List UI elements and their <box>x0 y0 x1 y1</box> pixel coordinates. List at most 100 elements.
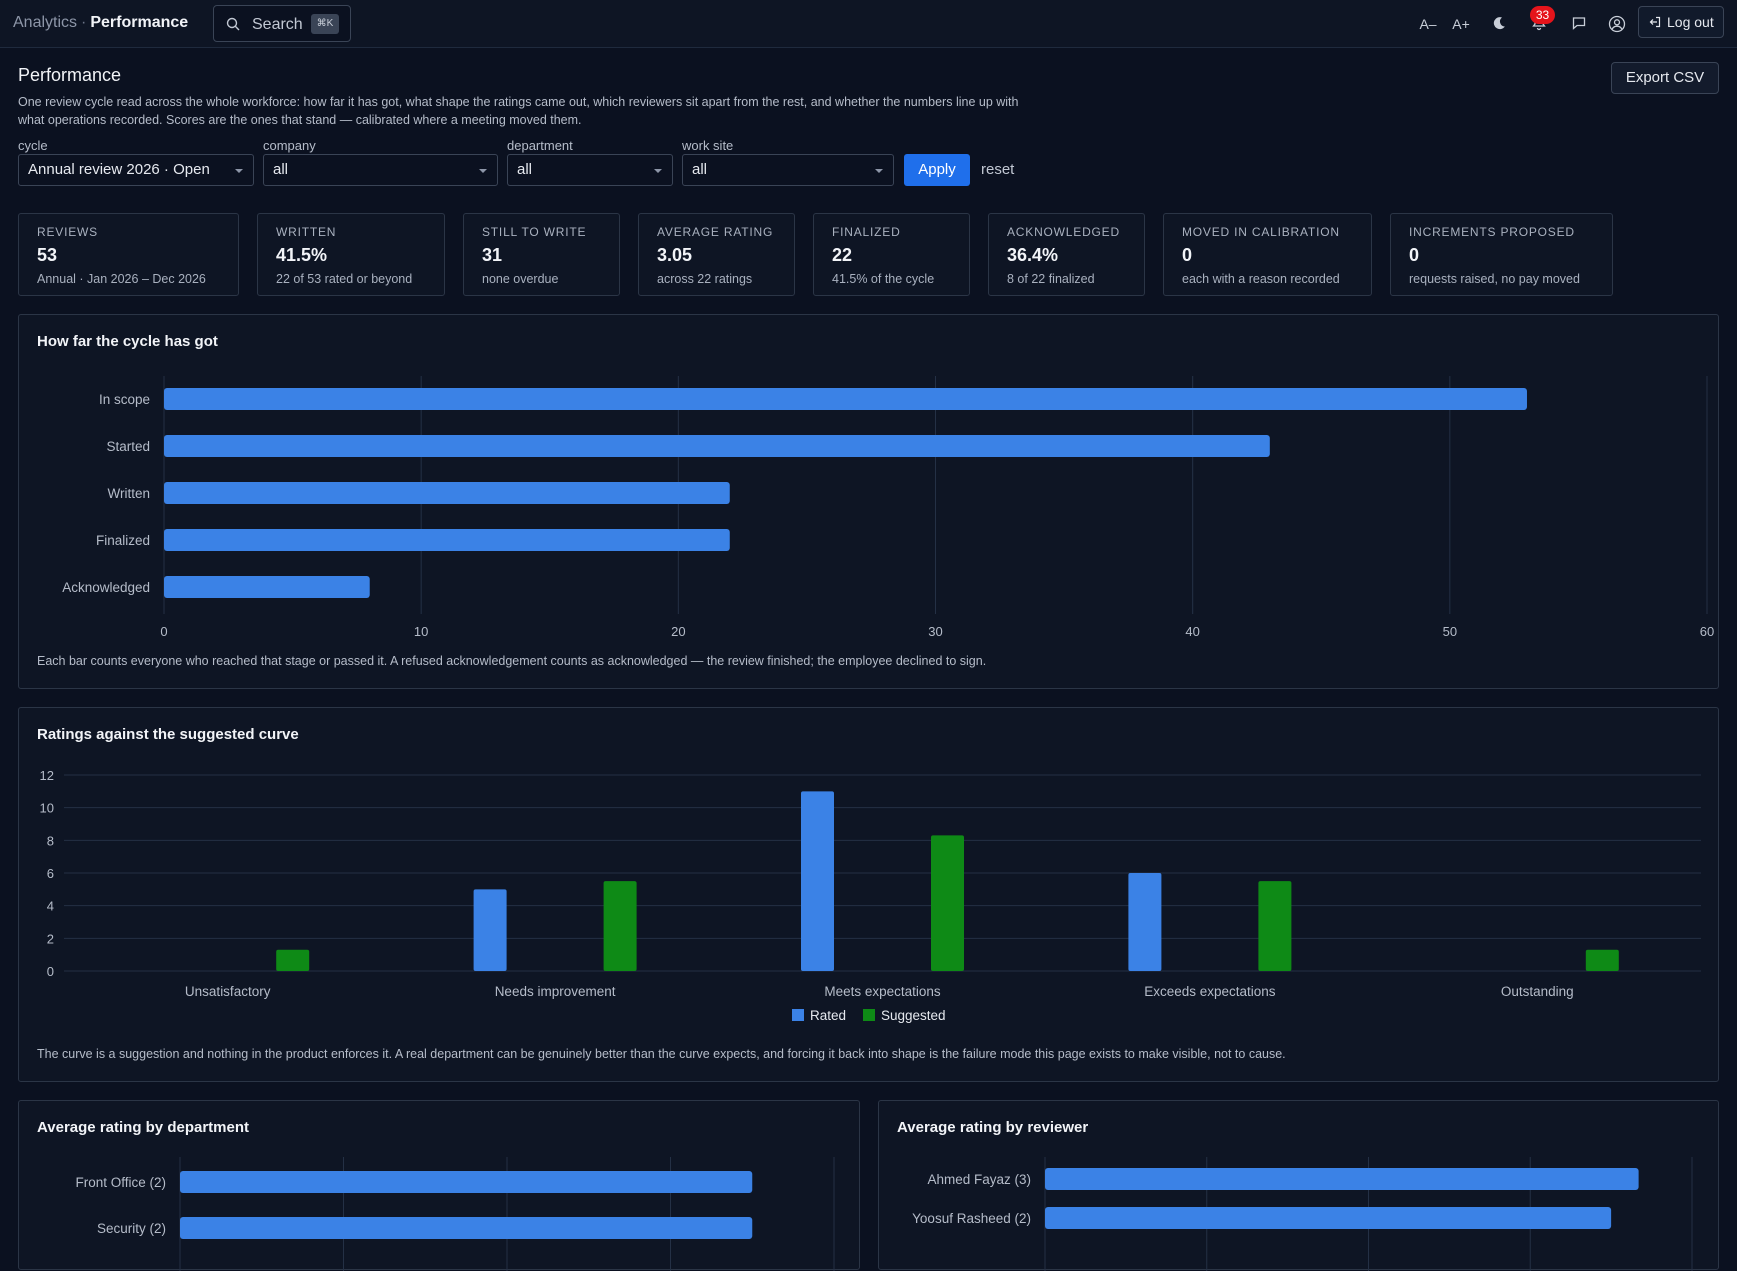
chevron-down-icon <box>875 169 883 173</box>
moon-icon <box>1493 17 1505 30</box>
bar <box>473 889 507 971</box>
kpi-subtext: 22 of 53 rated or beyond <box>276 272 413 286</box>
x-tick-label: 10 <box>414 624 428 639</box>
bar <box>801 791 834 971</box>
export-csv-button[interactable]: Export CSV <box>1611 62 1719 94</box>
panel-title: Ratings against the suggested curve <box>37 726 299 743</box>
bar <box>1585 949 1619 971</box>
font-smaller-button[interactable]: A– <box>1419 16 1437 32</box>
search-label: Search <box>252 16 303 33</box>
worksite-select[interactable]: all <box>682 154 894 186</box>
ratings-curve-chart: 0 2 4 6 8 10 12 Unsatisfactory Needs improvement… <box>40 768 1701 1023</box>
panel-note: Each bar counts everyone who reached tha… <box>37 654 987 668</box>
apply-button[interactable]: Apply <box>904 154 970 186</box>
kpi-title: WRITTEN <box>276 225 337 239</box>
breadcrumb: Analytics · Performance <box>13 14 188 32</box>
cycle-progress-chart: 0 10 20 30 40 50 60 In scope Started Written Final… <box>62 376 1714 639</box>
x-category-label: Meets expectations <box>824 984 941 999</box>
kpi-card-increments-proposed: INCREMENTS PROPOSED 0 requests raised, n… <box>1390 213 1613 296</box>
bar <box>180 1171 753 1193</box>
font-larger-button[interactable]: A+ <box>1452 16 1470 32</box>
cycle-progress-panel: How far the cycle has got 0 10 20 30 40 50 60 I… <box>18 314 1719 689</box>
panel-title: How far the cycle has got <box>37 333 218 350</box>
breadcrumb-analytics[interactable]: Analytics <box>13 14 78 31</box>
chevron-down-icon <box>235 169 243 173</box>
kpi-subtext: 41.5% of the cycle <box>832 272 935 286</box>
department-select-value: all <box>517 161 533 178</box>
y-tick-label: 0 <box>47 964 54 979</box>
kpi-title: AVERAGE RATING <box>657 225 774 239</box>
bar <box>1045 1207 1612 1229</box>
kpi-subtext: none overdue <box>482 272 559 286</box>
y-tick-label: 6 <box>47 866 54 881</box>
cycle-select-value: Annual review 2026 · Open <box>28 161 210 178</box>
kpi-value: 0 <box>1409 245 1420 265</box>
y-category-label: Written <box>107 486 150 501</box>
bar <box>276 949 310 971</box>
legend-swatch <box>863 1009 875 1021</box>
y-category-label: Acknowledged <box>62 580 150 595</box>
company-select[interactable]: all <box>263 154 498 186</box>
kpi-title: ACKNOWLEDGED <box>1007 225 1120 239</box>
kpi-value: 0 <box>1182 245 1193 265</box>
ratings-curve-panel: Ratings against the suggested curve 0 2 4 6… <box>18 707 1719 1082</box>
search-shortcut: ⌘K <box>311 14 339 34</box>
bar <box>164 388 1527 410</box>
messages-button[interactable] <box>1567 12 1591 36</box>
logout-label: Log out <box>1667 14 1714 30</box>
bar <box>180 1217 753 1239</box>
kpi-subtext: each with a reason recorded <box>1182 272 1340 286</box>
bar <box>164 529 730 551</box>
kpi-subtext: Annual · Jan 2026 – Dec 2026 <box>37 272 206 286</box>
company-select-value: all <box>273 161 289 178</box>
account-button[interactable] <box>1605 12 1629 36</box>
chevron-down-icon <box>654 169 662 173</box>
x-tick-label: 40 <box>1185 624 1199 639</box>
kpi-title: REVIEWS <box>37 225 98 239</box>
bar <box>1258 881 1292 971</box>
x-tick-label: 50 <box>1443 624 1457 639</box>
y-tick-label: 2 <box>47 931 54 946</box>
logout-button[interactable]: Log out <box>1638 6 1724 38</box>
kpi-value: 36.4% <box>1007 245 1059 265</box>
worksite-label: work site <box>682 138 734 153</box>
x-category-label: Outstanding <box>1501 984 1574 999</box>
y-category-label: Started <box>106 439 150 454</box>
kpi-card-reviews: REVIEWS 53 Annual · Jan 2026 – Dec 2026 <box>18 213 239 296</box>
bar <box>931 835 964 971</box>
bar <box>164 482 730 504</box>
bar <box>1128 873 1162 971</box>
search-icon <box>226 17 240 31</box>
kpi-card-acknowledged: ACKNOWLEDGED 36.4% 8 of 22 finalized <box>988 213 1145 296</box>
department-select[interactable]: all <box>507 154 673 186</box>
legend-swatch <box>792 1009 804 1021</box>
search-button[interactable]: Search ⌘K <box>213 5 351 42</box>
y-tick-label: 10 <box>40 801 54 816</box>
x-tick-label: 60 <box>1700 624 1714 639</box>
kpi-value: 3.05 <box>657 245 693 265</box>
kpi-value: 31 <box>482 245 503 265</box>
reset-link[interactable]: reset <box>981 161 1015 178</box>
x-tick-label: 0 <box>160 624 167 639</box>
cycle-select[interactable]: Annual review 2026 · Open <box>18 154 254 186</box>
top-bar: Analytics · Performance Search ⌘K A– A+ 33… <box>0 0 1737 48</box>
breadcrumb-current: Performance <box>90 14 189 31</box>
y-category-label: Ahmed Fayaz (3) <box>927 1172 1031 1187</box>
y-tick-label: 4 <box>47 899 54 914</box>
department-rating-chart: Front Office (2) Security (2) <box>75 1157 835 1271</box>
company-label: company <box>263 138 316 153</box>
y-tick-label: 8 <box>47 833 54 848</box>
legend-label: Rated <box>810 1008 846 1023</box>
kpi-card-still-to-write: STILL TO WRITE 31 none overdue <box>463 213 620 296</box>
chat-icon <box>1572 17 1586 30</box>
y-tick-label: 12 <box>40 768 54 783</box>
panel-note: The curve is a suggestion and nothing in… <box>37 1047 1286 1061</box>
logout-icon <box>1649 16 1661 28</box>
bar <box>603 881 637 971</box>
breadcrumb-separator: · <box>81 14 87 31</box>
notifications-count-badge: 33 <box>1530 6 1555 24</box>
page-title: Performance <box>18 65 122 85</box>
dark-mode-toggle[interactable] <box>1487 12 1511 36</box>
y-category-label: Security (2) <box>97 1221 166 1236</box>
kpi-value: 53 <box>37 245 58 265</box>
